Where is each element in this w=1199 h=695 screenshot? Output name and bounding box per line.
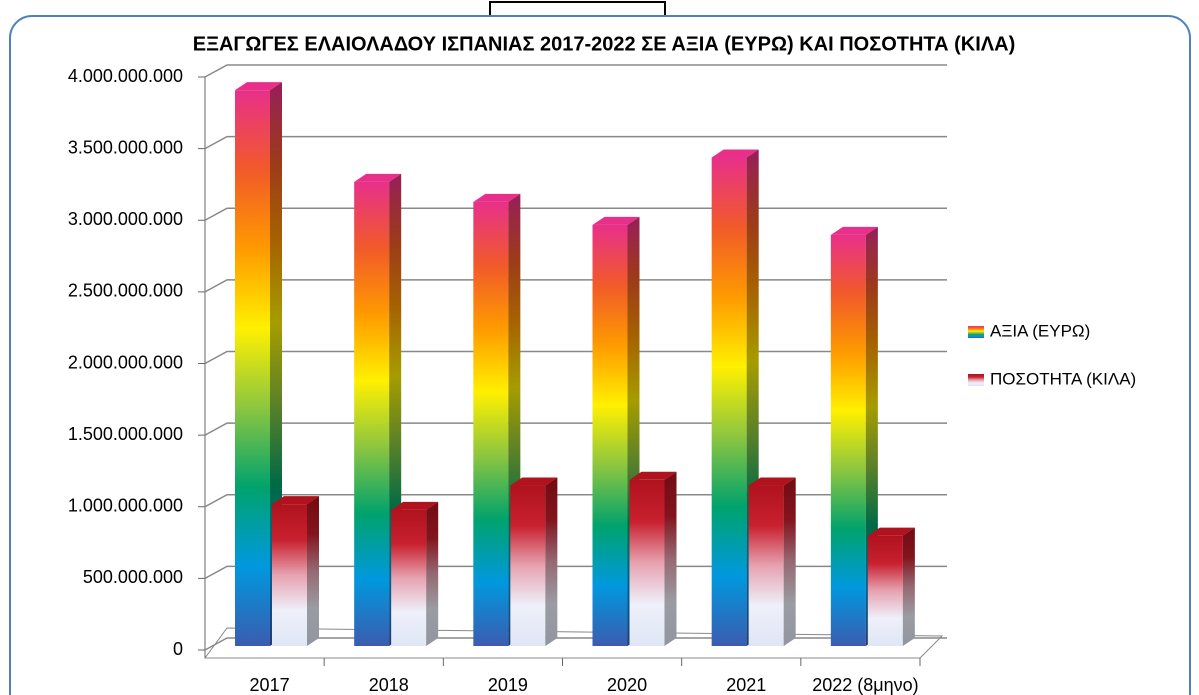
bar-side-shade [783, 477, 796, 646]
bar-top [510, 477, 558, 486]
grid-line [204, 494, 947, 508]
x-tick-label: 2021 [726, 675, 766, 695]
bar [867, 535, 903, 646]
bar-side [545, 477, 558, 646]
bar-top [354, 173, 402, 182]
bar [711, 157, 747, 647]
bar-side [426, 501, 439, 646]
x-tick-label: 2022 (8μηνο) [812, 675, 918, 695]
bar [592, 224, 628, 646]
y-tick-label: 2.500.000.000 [68, 281, 183, 301]
bar-side [664, 471, 677, 646]
bar-side [902, 527, 915, 646]
y-tick-label: 0 [173, 639, 183, 659]
legend-swatch [968, 374, 984, 386]
bar-side-shade [902, 527, 915, 646]
grid-line [204, 422, 947, 436]
grid-line [204, 64, 947, 78]
bar [473, 201, 509, 646]
grid-line [204, 207, 947, 221]
bar [629, 479, 665, 646]
bar-top [235, 82, 282, 91]
bar [748, 485, 784, 646]
bar-top [867, 527, 915, 536]
bar-side [783, 477, 796, 646]
header-box [489, 1, 666, 17]
bar-top [629, 471, 677, 480]
x-tick-label: 2020 [607, 675, 647, 695]
grid-line [204, 135, 947, 150]
y-tick-label: 3.500.000.000 [68, 137, 183, 157]
y-tick-label: 4.000.000.000 [68, 66, 183, 86]
grid-line [204, 279, 947, 293]
chart-title: ΕΞΑΓΩΓΕΣ ΕΛΑΙΟΛΑΔΟΥ ΙΣΠΑΝΙΑΣ 2017-2022 Σ… [193, 33, 1016, 55]
bar [354, 181, 390, 646]
y-tick-label: 2.000.000.000 [68, 352, 183, 372]
bar [235, 90, 270, 647]
bar [510, 485, 546, 646]
x-tick-label: 2019 [488, 675, 528, 695]
y-tick-label: 1.000.000.000 [68, 496, 183, 516]
y-tick-label: 3.000.000.000 [68, 209, 183, 229]
grid-line [204, 350, 947, 365]
bar-top [592, 216, 640, 225]
legend-swatch [968, 326, 984, 338]
bar-top [711, 149, 759, 158]
bar-top [748, 477, 796, 486]
bar-top [830, 226, 878, 235]
grid-line [204, 565, 947, 580]
grid-line [204, 637, 947, 651]
y-tick-label: 500.000.000 [83, 567, 183, 587]
bar-top [473, 193, 521, 202]
bar [391, 509, 427, 646]
legend-label: ΑΞΙΑ (ΕΥΡΩ) [990, 321, 1090, 340]
bar [830, 234, 866, 646]
bar [272, 504, 307, 646]
bar-side-shade [545, 477, 558, 646]
bar-top [272, 496, 319, 505]
legend-label: ΠΟΣΟΤΗΤΑ (ΚΙΛΑ) [990, 369, 1136, 388]
x-tick-label: 2017 [250, 675, 290, 695]
bar-top [391, 501, 439, 510]
bar-side-shade [664, 471, 677, 646]
bar-side [307, 496, 319, 646]
x-tick-label: 2018 [369, 675, 409, 695]
bar-side-shade [307, 496, 319, 646]
y-tick-label: 1.500.000.000 [68, 424, 183, 444]
bar-side-shade [426, 501, 439, 646]
